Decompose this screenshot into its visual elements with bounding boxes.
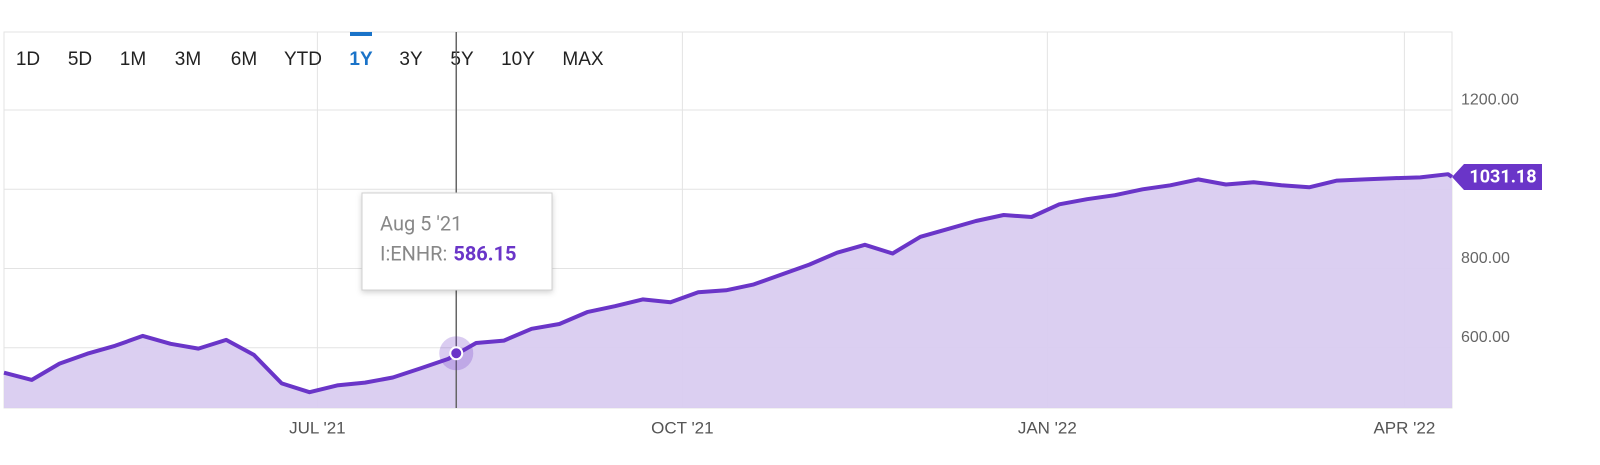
- range-button[interactable]: 10Y: [501, 49, 535, 70]
- x-tick-label: APR '22: [1373, 418, 1435, 437]
- active-indicator: [350, 32, 372, 36]
- y-tick-label: 600.00: [1461, 329, 1510, 346]
- x-tick-label: JAN '22: [1018, 418, 1077, 437]
- range-button[interactable]: 3M: [175, 49, 201, 70]
- hover-point: [449, 346, 464, 361]
- range-button[interactable]: 1M: [120, 49, 146, 70]
- tooltip-date: Aug 5 '21: [380, 211, 462, 235]
- x-tick-label: JUL '21: [289, 418, 345, 437]
- tooltip-series: I:ENHR:: [380, 241, 447, 265]
- range-button[interactable]: 5Y: [450, 49, 474, 70]
- range-button[interactable]: 3Y: [399, 49, 423, 70]
- overlay: 1D 5D 1M 3M 6M YTD 1Y 3Y 5Y 10Y MAX Aug 5 '21 I:ENHR…: [16, 32, 1542, 408]
- y-tick-label: 1200.00: [1461, 91, 1519, 108]
- series-line: [3, 172, 1454, 395]
- plot: [3, 172, 1454, 408]
- tooltip-box: [361, 192, 553, 291]
- range-button[interactable]: 5D: [68, 49, 92, 70]
- range-button[interactable]: 6M: [231, 49, 257, 70]
- last-value-badge: [1452, 163, 1542, 190]
- range-button[interactable]: 1D: [16, 49, 40, 70]
- x-tick-label: OCT '21: [651, 418, 713, 437]
- y-tick-label: 800.00: [1461, 250, 1510, 267]
- range-button[interactable]: MAX: [562, 49, 604, 70]
- tooltip-value: 586.15: [453, 241, 516, 265]
- range-button[interactable]: YTD: [284, 49, 322, 70]
- last-value-label: 1031.18: [1469, 167, 1536, 188]
- range-button[interactable]: 1Y: [349, 49, 373, 70]
